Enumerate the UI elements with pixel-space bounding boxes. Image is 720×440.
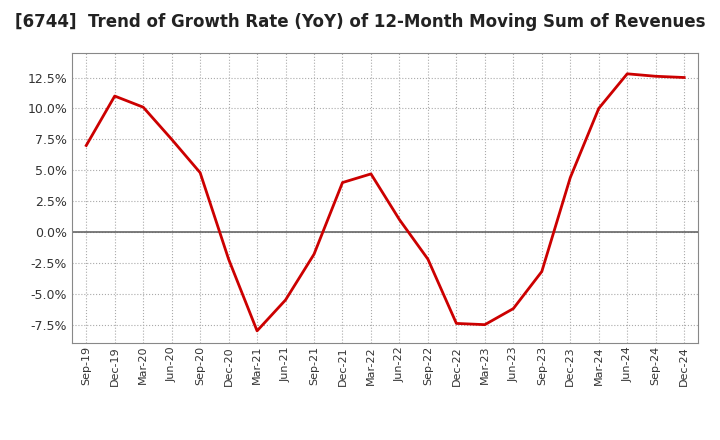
Text: [6744]  Trend of Growth Rate (YoY) of 12-Month Moving Sum of Revenues: [6744] Trend of Growth Rate (YoY) of 12-…: [14, 13, 706, 31]
